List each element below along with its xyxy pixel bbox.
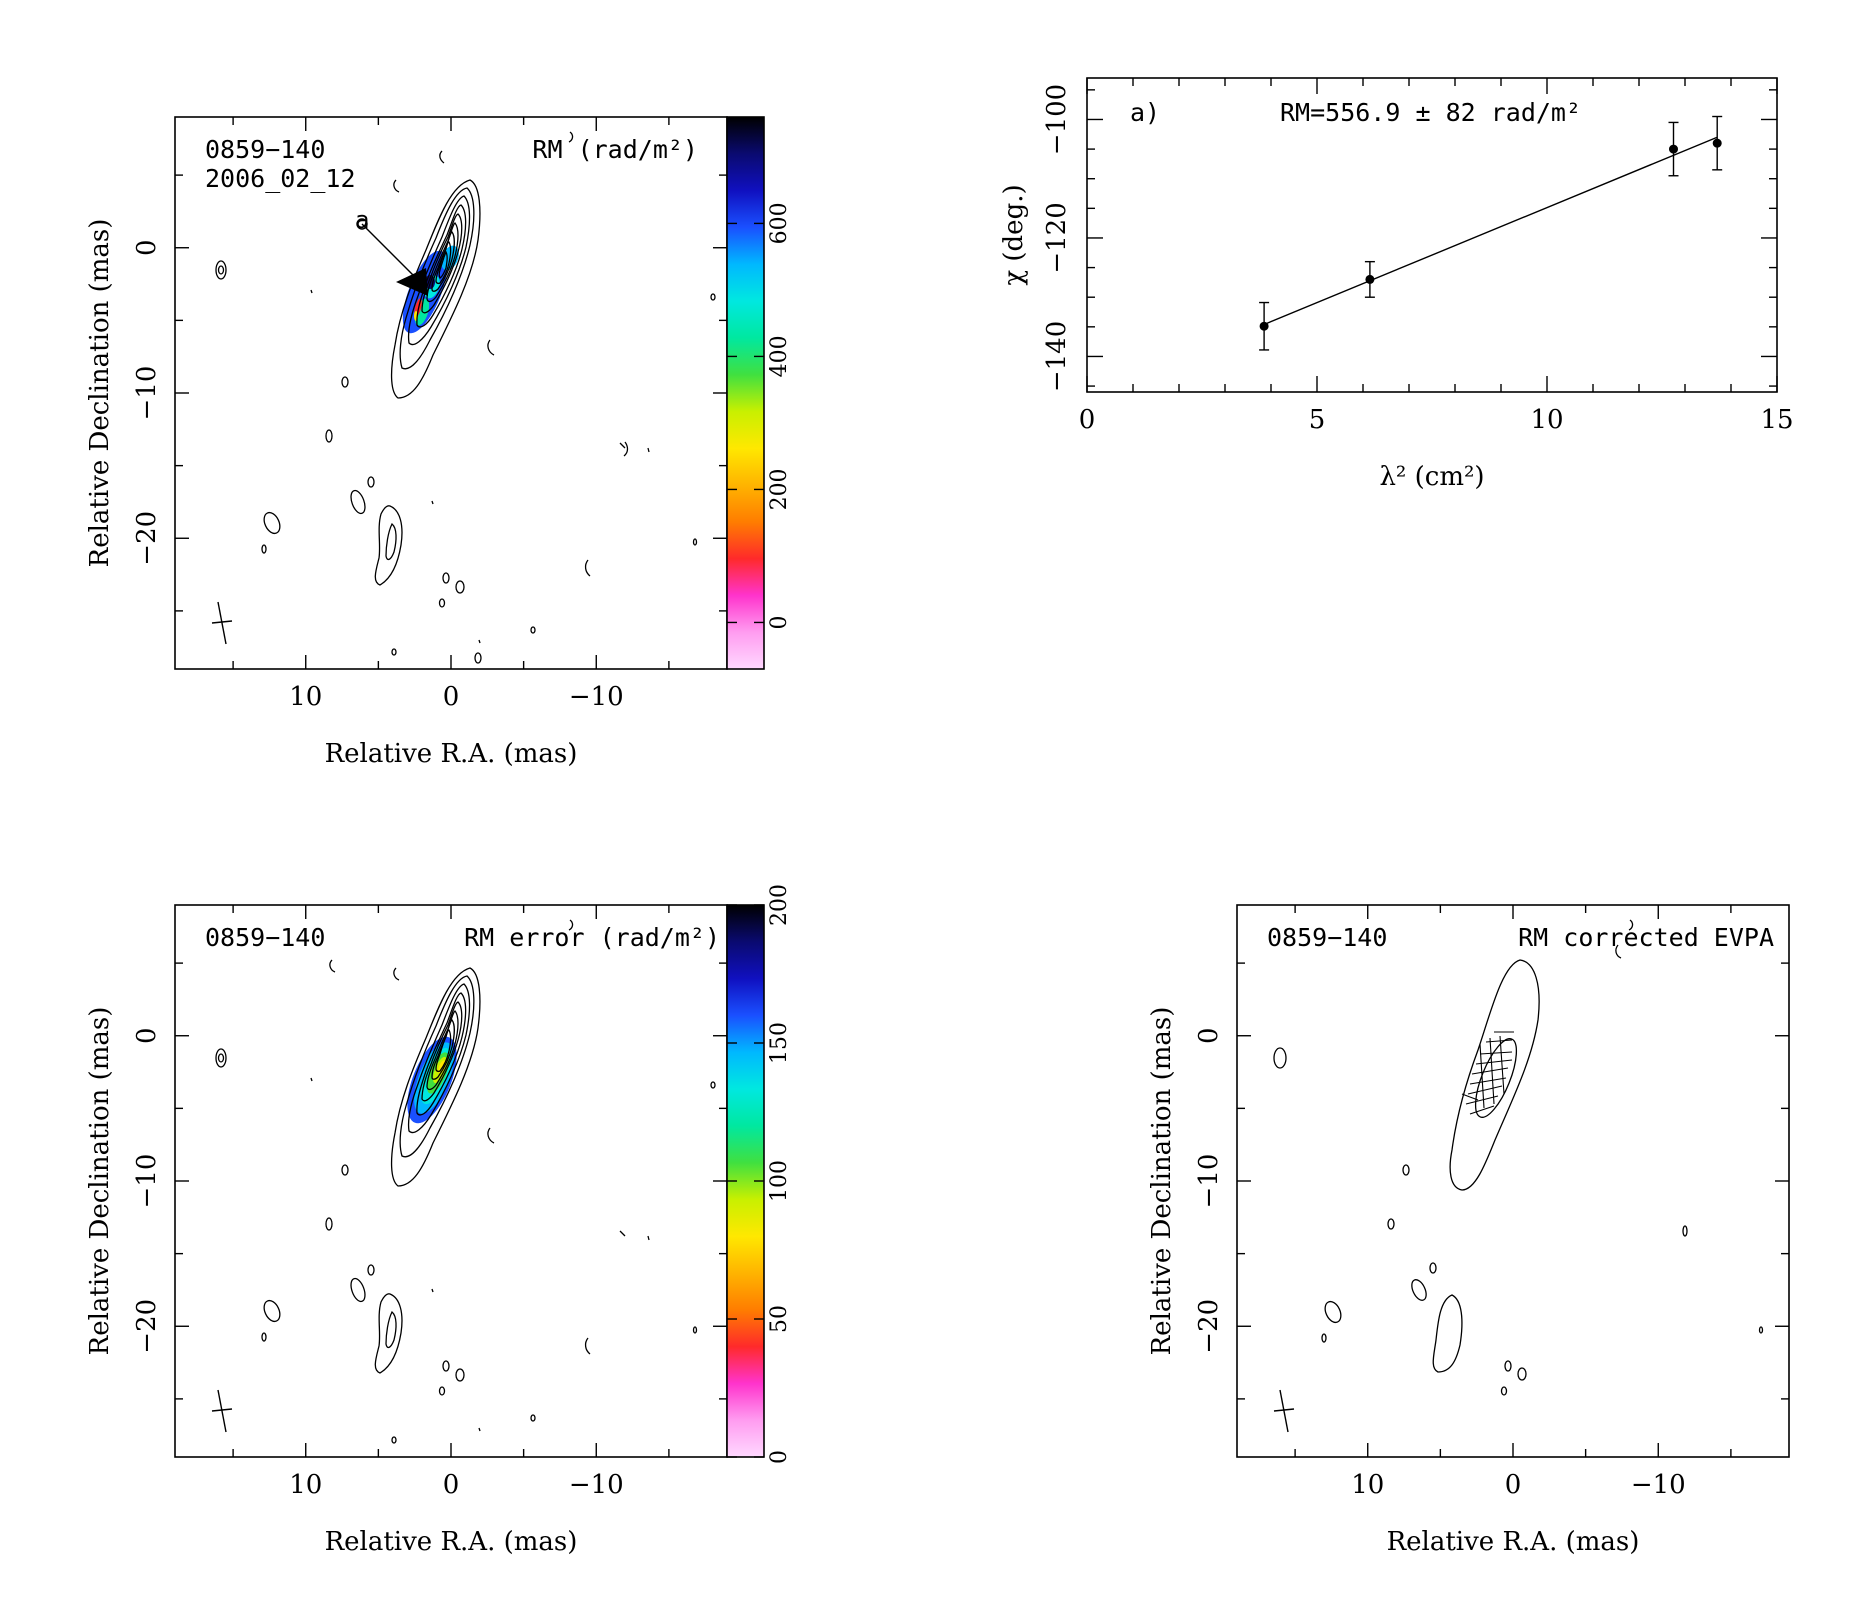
y-tick-label: −10 (132, 1154, 162, 1209)
rm-fit-xlabel: λ² (cm²) (1379, 462, 1484, 492)
y-tick-label: −10 (1194, 1154, 1224, 1209)
rm-fit-ylabel: χ (deg.) (999, 184, 1029, 285)
colorbar-tick-label: 600 (767, 202, 792, 244)
rm-error-colorbar: 0 50 100 150 200 (726, 884, 792, 1464)
rm-fit-plot (1259, 115, 1723, 351)
rm-region-pointer (356, 218, 428, 296)
rm-error-contours (215, 919, 716, 1444)
rm-fit-panel: 0 5 10 15 −100 −120 −140 a) RM=556.9 ± 82 rad/… (999, 77, 1794, 492)
rm-map-epoch-label: 2006_02_12 (205, 164, 356, 193)
y-tick-label: −10 (132, 366, 162, 421)
rm-map-source-label: 0859−140 (205, 135, 325, 164)
evpa-vectors (1461, 1031, 1518, 1118)
colorbar-tick-label: 0 (767, 1450, 792, 1464)
x-tick-label: −10 (1631, 1470, 1686, 1500)
rm-map-ylabel: Relative Declination (mas) (85, 219, 115, 568)
rm-map-axes: 10 0 −10 0 −10 −20 (132, 117, 727, 712)
colorbar-tick-label: 150 (767, 1022, 792, 1064)
y-tick-label: 0 (1194, 1027, 1224, 1044)
y-tick-label: −20 (132, 1299, 162, 1354)
y-tick-label: −120 (1042, 202, 1072, 273)
evpa-frame (1236, 904, 1790, 1458)
rm-colorbar: 0 200 400 600 (726, 116, 792, 670)
evpa-beam (1273, 1389, 1295, 1433)
rm-fit-panel-label: a) (1130, 98, 1160, 127)
rm-fit-frame (1086, 77, 1778, 393)
x-tick-label: 0 (1505, 1470, 1522, 1500)
y-tick-label: −20 (1194, 1299, 1224, 1354)
colorbar-tick-label: 50 (767, 1305, 792, 1333)
y-tick-label: 0 (132, 1027, 162, 1044)
fit-line (1263, 136, 1718, 326)
rm-error-title: RM error (rad/m²) (464, 923, 720, 952)
rm-fit-axes: 0 5 10 15 −100 −120 −140 (1042, 78, 1794, 435)
x-tick-label: 10 (289, 1470, 322, 1500)
evpa-contours (1273, 919, 1764, 1396)
rm-error-image (211, 919, 716, 1444)
colorbar-gradient (727, 117, 764, 669)
rm-map-title: RM (rad/m²) (532, 135, 698, 164)
y-tick-label: 0 (132, 239, 162, 256)
rm-map-image (211, 131, 716, 664)
rm-error-source-label: 0859−140 (205, 923, 325, 952)
rm-map-xlabel: Relative R.A. (mas) (325, 739, 578, 769)
rm-map-contours (215, 131, 716, 664)
evpa-source-label: 0859−140 (1267, 923, 1387, 952)
rm-error-map-panel: 10 0 −100−10−20 0859−140 RM error (rad/m²)… (85, 884, 792, 1557)
evpa-title: RM corrected EVPA (1518, 923, 1774, 952)
x-tick-label: 10 (289, 682, 322, 712)
x-tick-label: −10 (569, 682, 624, 712)
colorbar-tick-label: 200 (767, 468, 792, 510)
y-tick-label: −20 (132, 511, 162, 566)
data-point (1259, 321, 1269, 331)
x-tick-label: 15 (1760, 405, 1793, 435)
data-point (1365, 274, 1375, 284)
evpa-image (1273, 919, 1764, 1433)
colorbar-tick-label: 200 (767, 884, 792, 926)
evpa-ylabel: Relative Declination (mas) (1147, 1007, 1177, 1356)
data-point (1712, 138, 1722, 148)
x-tick-label: 10 (1530, 405, 1563, 435)
rm-error-beam (211, 1389, 233, 1433)
rm-map-frame (174, 116, 728, 670)
colorbar-frame (726, 116, 765, 670)
rm-map-panel: 10 0 −10 0 −10 −20 0859−140 2006_02_12 RM (ra… (85, 116, 792, 769)
colorbar-tick-label: 0 (767, 615, 792, 629)
colorbar-tick-label: 100 (767, 1160, 792, 1202)
evpa-axes: 10 0 −10 0 −10 −20 (1194, 905, 1789, 1500)
rm-error-frame (174, 904, 728, 1458)
data-point (1669, 144, 1678, 154)
evpa-map-panel: 10 0 −10 0 −10 −20 0859−140 RM corrected EVPA… (1147, 904, 1790, 1557)
colorbar-tick-label: 400 (767, 335, 792, 377)
x-tick-label: 0 (1079, 405, 1096, 435)
rm-error-axes: 10 0 −10 0 −10 −20 (132, 905, 727, 1500)
x-tick-label: 10 (1351, 1470, 1384, 1500)
x-tick-label: 0 (443, 1470, 460, 1500)
x-tick-label: −10 (569, 1470, 624, 1500)
y-tick-label: −100 (1042, 84, 1072, 155)
rm-error-ylabel: Relative Declination (mas) (85, 1007, 115, 1356)
x-tick-label: 5 (1309, 405, 1326, 435)
rm-error-xlabel: Relative R.A. (mas) (325, 1527, 578, 1557)
x-tick-label: 0 (443, 682, 460, 712)
rm-map-annotation: a (355, 206, 369, 234)
rm-fit-annotation: RM=556.9 ± 82 rad/m² (1280, 98, 1581, 127)
rm-map-beam (211, 601, 233, 645)
y-tick-label: −140 (1042, 321, 1072, 392)
evpa-xlabel: Relative R.A. (mas) (1387, 1527, 1640, 1557)
